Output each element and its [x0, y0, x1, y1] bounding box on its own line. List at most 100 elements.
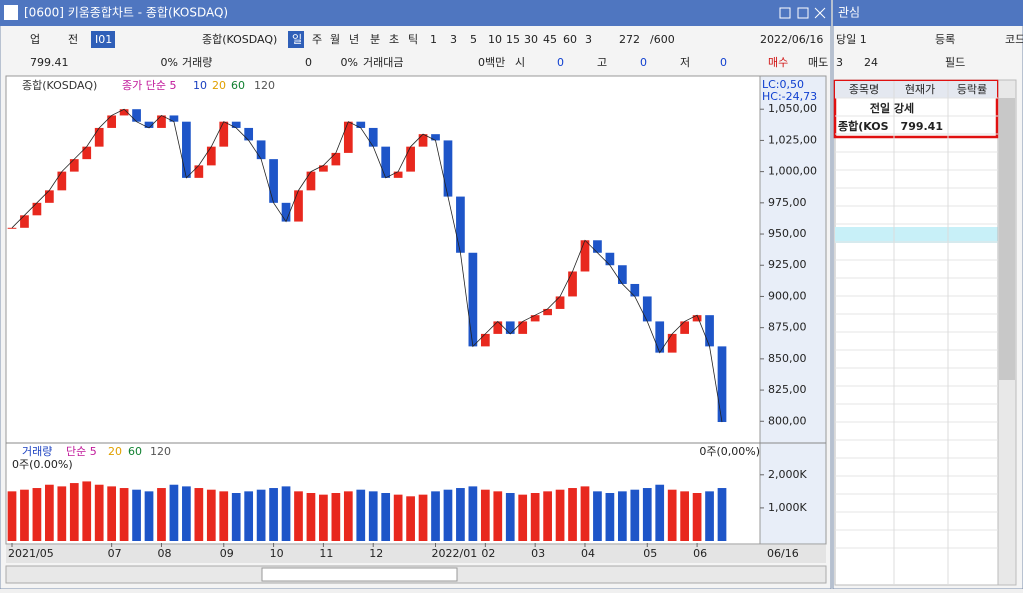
toolbar-item[interactable]: 초	[389, 33, 399, 46]
y-tick-label: 1,000K	[768, 501, 807, 514]
toolbar-item[interactable]: 3	[450, 33, 457, 46]
toolbar-selected	[91, 31, 115, 48]
info-item: 0%	[341, 56, 358, 69]
candle	[381, 146, 391, 178]
candle	[107, 115, 117, 128]
x-tick-label: 08	[157, 547, 171, 560]
volume-bar	[132, 489, 141, 541]
volume-bar	[94, 484, 104, 541]
candle	[568, 271, 577, 297]
price-legend: 120	[254, 79, 275, 92]
toolbar-item[interactable]: 업	[30, 33, 40, 46]
toolbar-item[interactable]: 1	[430, 33, 437, 46]
candle	[306, 171, 316, 191]
candle	[630, 283, 640, 297]
window-controls[interactable]	[779, 7, 826, 19]
toolbar-item[interactable]: 3	[585, 33, 592, 46]
watch-cell: 종합(KOS	[838, 119, 889, 133]
toolbar-item[interactable]: 10	[488, 33, 502, 46]
volume-bar	[605, 493, 615, 541]
toolbar-item[interactable]: 당일 1	[836, 32, 867, 46]
info-item: 거래대금	[363, 56, 403, 69]
toolbar-item[interactable]: 전	[68, 33, 78, 46]
candle	[680, 321, 689, 334]
volume-bar	[518, 494, 528, 541]
volume-bar	[82, 481, 92, 541]
candle	[82, 146, 92, 160]
y-tick-label: 850,00	[768, 352, 807, 365]
toolbar-item[interactable]: 2022/06/16	[760, 33, 823, 46]
y-tick-label: 800,00	[768, 414, 807, 427]
candle	[32, 202, 42, 216]
volume-bar	[169, 484, 179, 541]
candle	[206, 146, 216, 166]
volume-bar	[530, 493, 540, 541]
toolbar-item[interactable]: 틱	[408, 33, 418, 46]
candle	[655, 321, 665, 353]
toolbar-item[interactable]: I01	[95, 33, 112, 46]
toolbar-item[interactable]: 종합(KOSDAQ)	[202, 33, 277, 46]
scroll-thumb[interactable]	[261, 567, 458, 582]
volume-bar	[568, 488, 577, 541]
y-tick-label: 950,00	[768, 227, 807, 240]
toolbar-item[interactable]: /600	[650, 33, 675, 46]
y-tick-label: 900,00	[768, 289, 807, 302]
candle	[69, 159, 79, 172]
watch-header-bg	[835, 81, 997, 98]
toolbar-item[interactable]: 5	[470, 33, 477, 46]
close-line	[11, 108, 723, 423]
volume-bar	[119, 488, 129, 541]
toolbar-item[interactable]: 주	[312, 33, 322, 46]
y-tick-label: 925,00	[768, 258, 807, 271]
candle	[505, 321, 515, 334]
toolbar-item[interactable]: 등록	[935, 33, 955, 46]
toolbar-item[interactable]: 272	[619, 33, 640, 46]
candle	[692, 315, 702, 322]
candle	[368, 127, 378, 147]
candle	[132, 109, 141, 122]
window-title: [0600] 키움종합차트 - 종합(KOSDAQ)	[24, 6, 228, 20]
info-item: 0	[305, 56, 312, 69]
volume-bar	[406, 496, 415, 541]
volume-bar	[32, 488, 42, 541]
candle	[480, 333, 490, 347]
candle	[642, 296, 652, 322]
watch-cell: 799.41	[901, 120, 943, 133]
volume-bar	[493, 491, 503, 541]
toolbar-item[interactable]: 45	[543, 33, 557, 46]
volume-bar	[107, 486, 117, 541]
volume-bar	[356, 489, 366, 541]
info-item: 24	[864, 56, 878, 69]
candle	[194, 165, 204, 178]
watch-title: 관심	[838, 6, 860, 20]
watch-scroll-thumb[interactable]	[999, 98, 1015, 380]
x-tick-label: 04	[581, 547, 595, 560]
volume-bar	[219, 491, 229, 541]
toolbar-item[interactable]: 년	[349, 33, 359, 46]
toolbar-item[interactable]: 60	[563, 33, 577, 46]
toolbar-item[interactable]: 15	[506, 33, 520, 46]
candle	[393, 171, 403, 178]
volume-bar	[505, 493, 515, 541]
candle	[717, 346, 727, 423]
x-tick-label: 03	[531, 547, 545, 560]
x-tick-label: 11	[319, 547, 333, 560]
volume-legend: 거래량	[22, 445, 52, 458]
x-tick-label: 02	[481, 547, 495, 560]
toolbar-item[interactable]: 코드등	[1005, 33, 1023, 46]
volume-bar	[418, 494, 428, 541]
candle	[530, 315, 540, 322]
toolbar-item[interactable]: 일	[292, 32, 302, 46]
volume-bar	[717, 488, 727, 541]
candle	[20, 215, 29, 228]
candle	[119, 109, 129, 116]
watch-group: 전일 강세	[870, 101, 914, 115]
candle	[269, 159, 278, 203]
candle	[356, 121, 366, 128]
toolbar-item[interactable]: 월	[330, 33, 340, 46]
toolbar-item[interactable]: 30	[524, 33, 538, 46]
watch-header: 등락률	[957, 83, 987, 96]
app-icon	[4, 5, 18, 20]
toolbar-item[interactable]: 분	[370, 33, 380, 46]
candle	[219, 121, 229, 147]
